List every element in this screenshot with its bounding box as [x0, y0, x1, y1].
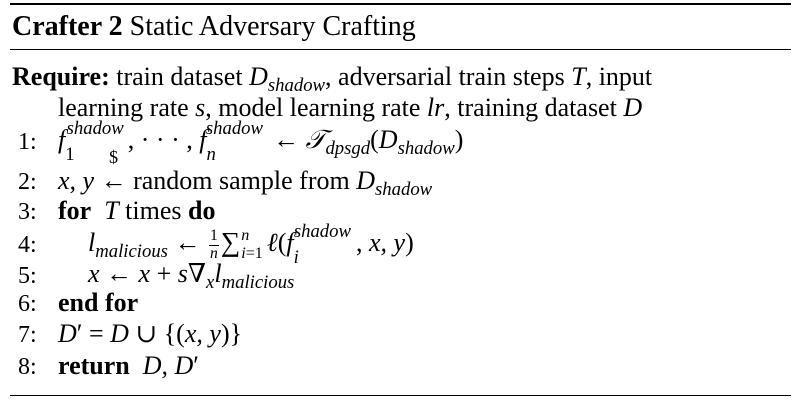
- require-sub-shadow: shadow: [267, 75, 326, 97]
- require-text-3: , input: [585, 62, 653, 91]
- require-text-4: learning rate: [58, 93, 189, 122]
- step-1: f1shadow, · · · , fnshadow ← 𝒯dpsgd(Dshad…: [58, 118, 464, 166]
- do-keyword: do: [188, 196, 216, 225]
- step-3-text: times: [125, 196, 182, 225]
- require-var-s: s: [195, 93, 206, 122]
- require-text-2: , adversarial train steps: [325, 62, 565, 91]
- algorithm-label: Crafter 2: [12, 11, 123, 42]
- line-number-6: 6:: [18, 291, 37, 317]
- step-7: D′ = D ∪ {(x, y)}: [58, 319, 243, 348]
- algorithm-name: Static Adversary Crafting: [129, 11, 416, 42]
- step-5: x ← x + s∇xlmalicious: [88, 259, 295, 294]
- require-var-steps: T: [571, 62, 586, 91]
- line-number-7: 7:: [18, 322, 37, 348]
- require-line-2: learning rate s, model learning rate lr,…: [58, 93, 642, 123]
- require-text-6: , training dataset: [444, 93, 617, 122]
- algorithm-block: Crafter 2 Static Adversary Crafting Requ…: [10, 0, 791, 413]
- line-number-8: 8:: [18, 354, 37, 380]
- step-8: return D, D′: [58, 351, 199, 380]
- return-keyword: return: [58, 351, 130, 380]
- require-line-1: Require: train dataset Dshadow, adversar…: [12, 62, 653, 95]
- line-number-4: 4:: [18, 232, 37, 258]
- algorithm-title: Crafter 2 Static Adversary Crafting: [12, 10, 416, 44]
- require-text-5: , model learning rate: [205, 93, 421, 122]
- bottom-rule: [10, 395, 791, 396]
- top-rule: [10, 3, 791, 5]
- line-number-5: 5:: [18, 263, 37, 289]
- require-text-1: train dataset: [116, 62, 243, 91]
- step-4: lmalicious ← 1 n ∑ n i=1 ℓ(fishadow, x, y): [88, 221, 414, 269]
- line-number-2: 2:: [18, 169, 37, 195]
- step-2: x, y $ ← random sample from Dshadow: [58, 147, 433, 201]
- step-2-text: random sample from: [133, 166, 350, 195]
- line-number-1: 1:: [18, 129, 37, 155]
- require-var-D: D: [623, 93, 643, 122]
- require-keyword: Require:: [12, 62, 110, 91]
- step-3: for T times do: [58, 196, 216, 225]
- for-keyword: for: [58, 196, 92, 225]
- step-6: end for: [58, 288, 138, 318]
- header-rule: [10, 49, 791, 50]
- end-for-keyword: end for: [58, 288, 139, 317]
- require-var-dataset: D: [249, 62, 268, 91]
- line-number-3: 3:: [18, 199, 37, 225]
- require-var-lr: lr: [426, 93, 445, 122]
